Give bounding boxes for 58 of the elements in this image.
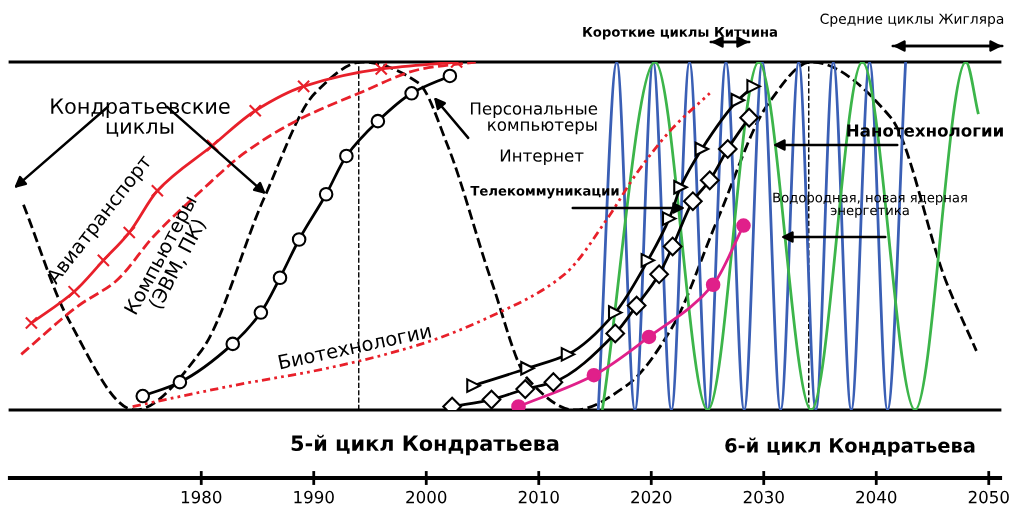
point [683, 191, 703, 212]
point [291, 232, 307, 247]
x-tick-label: 1980 [181, 490, 222, 504]
point [730, 92, 746, 108]
annotation: Интернет [500, 149, 584, 166]
point [318, 186, 334, 202]
point [607, 305, 623, 320]
x-tick-label: 2010 [518, 490, 559, 504]
x-tick-label: 2000 [406, 490, 447, 504]
x-tick-label: 2020 [631, 490, 672, 504]
point [626, 295, 647, 316]
point [374, 62, 388, 76]
point [172, 374, 188, 390]
x-tick-label: 1990 [294, 490, 334, 504]
point [297, 79, 311, 93]
point [694, 141, 710, 157]
point [662, 236, 683, 257]
point [466, 378, 481, 393]
point [717, 139, 738, 159]
point [605, 323, 626, 344]
point [442, 68, 458, 84]
x-tick-label: 2040 [856, 490, 897, 504]
point [641, 329, 657, 345]
point [586, 367, 602, 383]
annotation: Кондратьевские циклы [51, 98, 230, 137]
point [705, 277, 721, 293]
point [699, 170, 720, 191]
x-tick-label: 2030 [743, 490, 784, 504]
point [24, 316, 38, 330]
point [520, 360, 535, 376]
point [649, 264, 669, 285]
point [673, 179, 688, 195]
point [543, 372, 564, 393]
point [404, 86, 419, 101]
x-tick-label: 2050 [968, 490, 1009, 504]
point [248, 104, 262, 118]
point [370, 113, 386, 129]
point [205, 138, 220, 153]
point [746, 79, 761, 94]
point [661, 211, 677, 226]
text: Средние циклы Жигляра [820, 13, 1004, 27]
text: 6-й цикл Кондратьева [725, 437, 975, 457]
point [67, 285, 81, 299]
point [736, 218, 751, 233]
point [272, 270, 288, 286]
point [515, 379, 536, 399]
point [225, 336, 241, 352]
text: Короткие циклы Китчина [583, 27, 777, 40]
point [135, 388, 151, 404]
text: 5-й цикл Кондратьева [291, 434, 559, 456]
point [739, 107, 759, 128]
annotation: Персональные компьютеры [471, 102, 598, 135]
point [560, 347, 576, 362]
point [253, 305, 269, 320]
point [640, 253, 656, 268]
point [339, 148, 354, 164]
point [481, 389, 502, 410]
point [511, 399, 526, 410]
